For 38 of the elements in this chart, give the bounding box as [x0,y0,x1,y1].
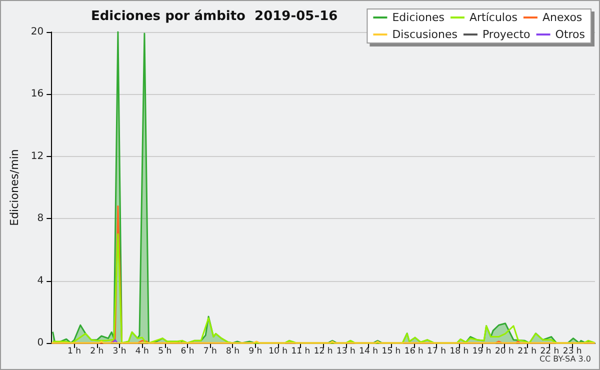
x-tick-label: 12 h [314,346,333,356]
x-tick-label: 5 h [158,346,172,356]
x-tick-label: 19 h [472,346,492,356]
text: CC BY-SA 3.0 [539,354,592,364]
y-axis-title: Ediciones/min [8,149,21,226]
x-tick-label: 13 h [336,346,356,356]
y-tick-label: 12 [30,150,44,162]
x-tick-label: 10 h [268,346,288,356]
x-tick-label: 18 h [450,346,469,356]
y-tick-label: 8 [37,213,44,224]
x-tick-label: 8 h [226,346,240,356]
legend-label: Artículos [469,11,518,24]
x-tick-label: 21 h [518,346,537,356]
x-tick-label: 20 h [494,346,514,356]
x-tick-label: 22 h [540,346,560,356]
legend-label: Anexos [542,11,582,24]
legend-label: Proyecto [482,28,531,41]
x-tick-label: 15 h [382,346,401,356]
y-tick-label: 4 [37,275,44,286]
y-tick-label: 16 [30,88,44,100]
x-tick-label: 23 h [562,346,582,356]
legend-label: Ediciones [392,11,445,24]
x-tick-label: 4 h [135,346,149,356]
x-tick-label: 6 h [180,346,194,356]
x-tick-label: 2 h [90,346,104,356]
x-tick-label: 7 h [203,346,217,356]
y-tick-label: 20 [30,26,44,38]
legend-label: Discusiones [392,28,458,41]
x-tick-label: 3 h [112,346,126,356]
x-tick-label: 1 h [68,346,82,356]
x-tick-label: 17 h [427,346,446,356]
y-tick-label: 0 [37,338,44,348]
x-tick-label: 9 h [248,346,262,356]
chart-title: Ediciones por ámbito 2019-05-16 [91,9,338,24]
x-tick-label: 11 h [291,346,310,356]
x-tick-label: 16 h [404,346,424,356]
x-tick-label: 14 h [359,346,378,356]
legend-label: Otros [555,28,586,41]
